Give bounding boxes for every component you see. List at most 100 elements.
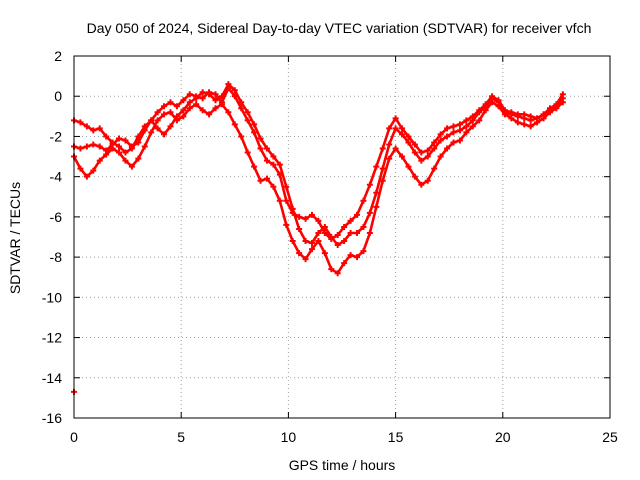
data-point: [463, 117, 470, 124]
x-tick-label: 0: [70, 429, 78, 445]
data-point: [334, 231, 341, 238]
data-point: [315, 229, 322, 236]
data-point: [424, 177, 431, 184]
data-point: [244, 109, 251, 116]
data-point: [116, 143, 123, 150]
data-point: [347, 229, 354, 236]
data-point: [341, 238, 348, 245]
data-point: [450, 139, 457, 146]
data-point: [199, 95, 206, 102]
data-point: [122, 157, 129, 164]
data-point: [180, 107, 187, 114]
data-point: [90, 127, 97, 134]
data-point: [186, 99, 193, 106]
data-point: [96, 125, 103, 132]
data-point: [289, 205, 296, 212]
data-point: [167, 123, 174, 130]
data-point: [360, 248, 367, 255]
data-point: [128, 163, 135, 170]
data-point: [308, 211, 315, 218]
data-point: [302, 215, 309, 222]
data-point: [456, 127, 463, 134]
data-point: [373, 189, 380, 196]
data-point: [334, 270, 341, 277]
data-point: [437, 137, 444, 144]
data-point: [212, 105, 219, 112]
data-point: [392, 115, 399, 122]
data-point: [96, 157, 103, 164]
series-track-a: [71, 85, 566, 243]
data-point: [173, 103, 180, 110]
data-point: [463, 129, 470, 136]
y-tick-label: -6: [50, 209, 63, 225]
data-point: [450, 129, 457, 136]
data-point: [238, 99, 245, 106]
data-point: [328, 234, 335, 240]
data-point: [180, 97, 187, 104]
data-point: [270, 161, 277, 168]
data-point: [83, 173, 90, 180]
plot-frame: [73, 55, 611, 419]
data-point: [399, 153, 406, 160]
data-point: [296, 213, 303, 220]
data-point: [257, 145, 264, 152]
data-point: [238, 133, 245, 140]
data-point: [263, 175, 270, 182]
data-point: [456, 121, 463, 128]
data-point: [514, 113, 521, 120]
data-point: [450, 123, 457, 130]
data-point: [546, 107, 553, 114]
data-point: [347, 217, 354, 224]
data-point: [354, 254, 361, 261]
data-point: [399, 131, 406, 138]
data-point: [251, 129, 258, 136]
data-point: [315, 238, 322, 245]
data-point: [469, 123, 476, 130]
data-point: [135, 133, 142, 140]
data-point: [276, 197, 283, 204]
data-point: [424, 153, 431, 160]
data-point: [521, 115, 528, 122]
y-tick-label: -14: [42, 370, 62, 386]
data-point: [154, 117, 161, 124]
data-point: [373, 163, 380, 170]
y-tick-label: 2: [54, 48, 62, 64]
data-point: [501, 109, 508, 116]
data-point: [161, 131, 168, 138]
x-tick-label: 10: [281, 429, 297, 445]
data-point: [296, 250, 303, 257]
data-point: [476, 117, 483, 124]
data-point: [212, 97, 219, 104]
data-point: [418, 181, 425, 188]
data-point: [193, 95, 200, 102]
data-point: [199, 89, 206, 96]
data-point: [77, 165, 84, 172]
data-point: [559, 95, 566, 102]
data-point: [225, 81, 232, 88]
data-point: [96, 143, 103, 150]
data-point: [270, 153, 277, 160]
data-point: [444, 125, 451, 132]
data-point: [116, 135, 123, 142]
data-point: [128, 145, 135, 152]
data-point: [186, 105, 193, 112]
y-tick-label: -16: [42, 410, 62, 426]
data-point: [77, 145, 84, 152]
y-tick-label: -12: [42, 330, 62, 346]
y-tick-label: 0: [54, 88, 62, 104]
data-point: [199, 107, 206, 114]
data-point: [308, 240, 315, 247]
data-point: [109, 145, 116, 152]
data-point: [366, 181, 373, 188]
data-point: [231, 121, 238, 128]
data-point: [231, 87, 238, 94]
series-trace: [72, 86, 565, 241]
grid-layer: [74, 56, 610, 418]
data-point: [354, 229, 361, 236]
data-point: [251, 121, 258, 128]
data-point: [154, 109, 161, 116]
data-point: [444, 133, 451, 140]
data-point: [411, 141, 418, 148]
data-point: [424, 147, 431, 154]
